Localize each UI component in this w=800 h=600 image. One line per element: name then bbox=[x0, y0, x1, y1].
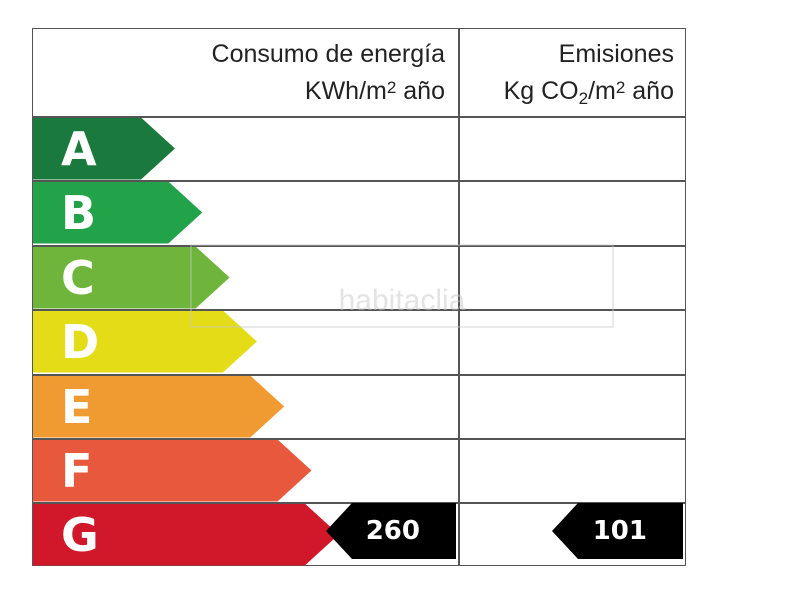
rating-letter: F bbox=[61, 443, 93, 498]
emissions-header: Emisiones Kg CO2/m2 año bbox=[460, 38, 674, 115]
rating-letter: D bbox=[61, 314, 100, 369]
emissions-unit: Kg CO2/m2 año bbox=[503, 77, 674, 108]
rating-letter: B bbox=[61, 185, 97, 240]
row-divider bbox=[32, 180, 686, 182]
energy-label-table bbox=[32, 28, 686, 566]
emissions-indicator: 101 bbox=[552, 503, 683, 559]
rating-letter: A bbox=[61, 121, 97, 176]
watermark: habitaclia bbox=[190, 244, 614, 328]
rating-letter: C bbox=[61, 250, 95, 305]
row-divider bbox=[32, 245, 686, 247]
rating-letter: G bbox=[61, 507, 99, 562]
row-divider bbox=[32, 309, 686, 311]
rating-bar-b: B bbox=[33, 181, 203, 244]
rating-bar-g: G bbox=[33, 503, 339, 566]
emissions-title: Emisiones bbox=[558, 40, 674, 68]
row-divider bbox=[32, 438, 686, 440]
consumption-indicator: 260 bbox=[326, 503, 456, 559]
rating-bar-a: A bbox=[33, 117, 175, 180]
consumption-unit: KWh/m2 año bbox=[304, 77, 445, 105]
rating-bar-e: E bbox=[33, 375, 285, 438]
row-divider bbox=[32, 502, 686, 504]
rating-letter: E bbox=[61, 379, 93, 434]
rating-bar-f: F bbox=[33, 439, 312, 502]
row-divider bbox=[32, 374, 686, 376]
consumption-title: Consumo de energía bbox=[211, 40, 445, 68]
rating-bar-d: D bbox=[33, 310, 257, 373]
column-divider bbox=[458, 28, 460, 566]
rating-bar-c: C bbox=[33, 246, 230, 309]
consumption-header: Consumo de energía KWh/m2 año bbox=[140, 38, 445, 108]
row-divider bbox=[32, 116, 686, 118]
